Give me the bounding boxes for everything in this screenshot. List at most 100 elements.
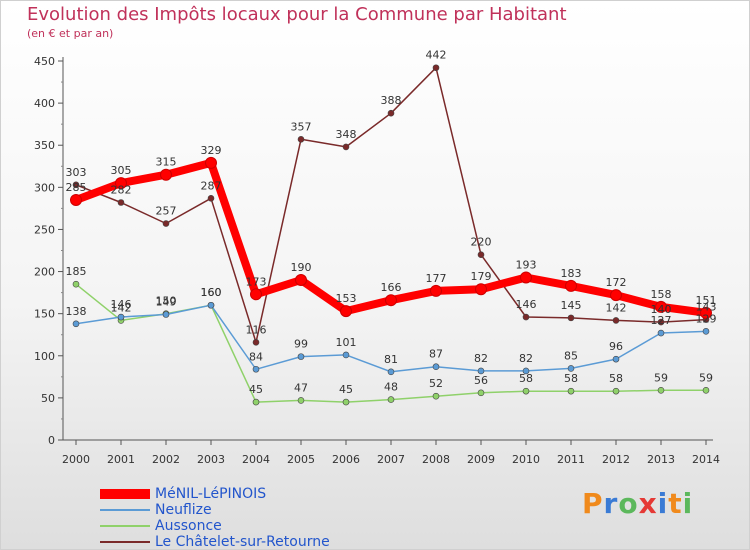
x-tick-label: 2007 xyxy=(377,453,405,466)
data-label: 220 xyxy=(471,236,492,249)
legend-swatch xyxy=(100,525,150,527)
y-tick-label: 50 xyxy=(41,392,55,405)
data-point xyxy=(207,194,215,202)
data-label: 142 xyxy=(111,301,132,314)
data-point xyxy=(522,387,530,395)
data-label: 142 xyxy=(606,301,627,314)
data-point xyxy=(432,64,440,72)
data-point xyxy=(567,387,575,395)
data-point xyxy=(567,314,575,322)
data-point xyxy=(657,329,665,337)
y-tick-label: 100 xyxy=(34,350,55,363)
data-point xyxy=(567,365,575,372)
data-label: 315 xyxy=(156,156,177,169)
data-label: 45 xyxy=(249,383,263,396)
data-point xyxy=(340,305,352,318)
x-tick-label: 2002 xyxy=(152,453,180,466)
data-label: 173 xyxy=(246,275,267,288)
data-point xyxy=(295,273,307,286)
data-label: 146 xyxy=(111,298,132,311)
y-tick-label: 350 xyxy=(34,139,55,152)
y-tick-label: 400 xyxy=(34,97,55,110)
x-tick-label: 2006 xyxy=(332,453,360,466)
data-label: 47 xyxy=(294,381,308,394)
legend-swatch xyxy=(100,489,150,499)
data-point xyxy=(117,199,125,206)
data-point xyxy=(387,109,395,117)
data-label: 48 xyxy=(384,381,398,394)
y-tick-label: 300 xyxy=(34,181,55,194)
data-point xyxy=(297,397,305,404)
data-label: 282 xyxy=(111,183,132,196)
data-label: 145 xyxy=(561,299,582,312)
data-point xyxy=(252,365,260,373)
y-tick-label: 200 xyxy=(34,266,55,279)
x-tick-label: 2003 xyxy=(197,453,225,466)
data-point xyxy=(72,320,80,328)
logo-letter: x xyxy=(638,487,658,520)
data-point xyxy=(477,389,485,397)
data-label: 56 xyxy=(474,374,488,387)
data-label: 158 xyxy=(651,288,672,301)
data-label: 101 xyxy=(336,336,357,349)
data-point xyxy=(162,220,170,227)
data-label: 160 xyxy=(201,286,222,299)
data-label: 82 xyxy=(519,352,533,365)
data-point xyxy=(117,313,125,321)
data-label: 193 xyxy=(516,258,537,271)
data-label: 59 xyxy=(699,371,713,384)
data-point xyxy=(342,398,350,406)
data-point xyxy=(207,301,215,309)
legend-item: Neuflize xyxy=(100,502,330,518)
data-label: 143 xyxy=(696,301,717,314)
data-label: 45 xyxy=(339,383,353,396)
data-point xyxy=(432,392,440,400)
data-label: 151 xyxy=(696,294,717,307)
data-label: 183 xyxy=(561,267,582,280)
x-tick-label: 2009 xyxy=(467,453,495,466)
x-tick-label: 2001 xyxy=(107,453,135,466)
data-point xyxy=(115,177,127,190)
data-label: 442 xyxy=(426,49,447,62)
data-point xyxy=(565,279,577,292)
x-tick-label: 2000 xyxy=(62,453,90,466)
data-label: 58 xyxy=(609,372,623,385)
data-point xyxy=(342,351,350,359)
data-label: 58 xyxy=(519,372,533,385)
legend-label: Neuflize xyxy=(155,502,212,518)
y-tick-label: 0 xyxy=(48,434,55,447)
chart-lines xyxy=(70,64,712,406)
x-tick-label: 2014 xyxy=(692,453,720,466)
data-point xyxy=(72,181,80,189)
data-point xyxy=(387,368,395,376)
x-tick-label: 2011 xyxy=(557,453,585,466)
data-point xyxy=(477,251,485,259)
data-label: 179 xyxy=(471,270,492,283)
legend-label: MéNIL-LéPINOIS xyxy=(155,486,267,502)
x-tick-label: 2005 xyxy=(287,453,315,466)
data-label: 285 xyxy=(66,181,87,194)
data-point xyxy=(655,300,667,313)
data-label: 190 xyxy=(291,261,312,274)
data-point xyxy=(297,136,305,143)
data-point xyxy=(702,328,710,335)
legend-item: Le Châtelet-sur-Retourne xyxy=(100,534,330,550)
logo-letter: P xyxy=(582,487,604,520)
data-label: 348 xyxy=(336,128,357,141)
data-label: 146 xyxy=(516,298,537,311)
y-tick-label: 250 xyxy=(34,223,55,236)
data-point xyxy=(432,363,440,371)
data-label: 305 xyxy=(111,164,132,177)
proxiti-logo: Proxiti xyxy=(582,487,693,520)
data-point xyxy=(385,294,397,307)
data-label: 140 xyxy=(651,303,672,316)
chart-title: Evolution des Impôts locaux pour la Comm… xyxy=(27,4,567,25)
legend-swatch xyxy=(100,541,150,543)
y-tick-label: 450 xyxy=(34,55,55,68)
data-label: 99 xyxy=(294,338,308,351)
data-point xyxy=(297,353,305,360)
data-point xyxy=(162,311,170,318)
chart-axes: 0 50 100 150 200 250 300 350 400 450 2000 2001 2002 2… xyxy=(34,55,720,466)
legend-item: Aussonce xyxy=(100,518,330,534)
